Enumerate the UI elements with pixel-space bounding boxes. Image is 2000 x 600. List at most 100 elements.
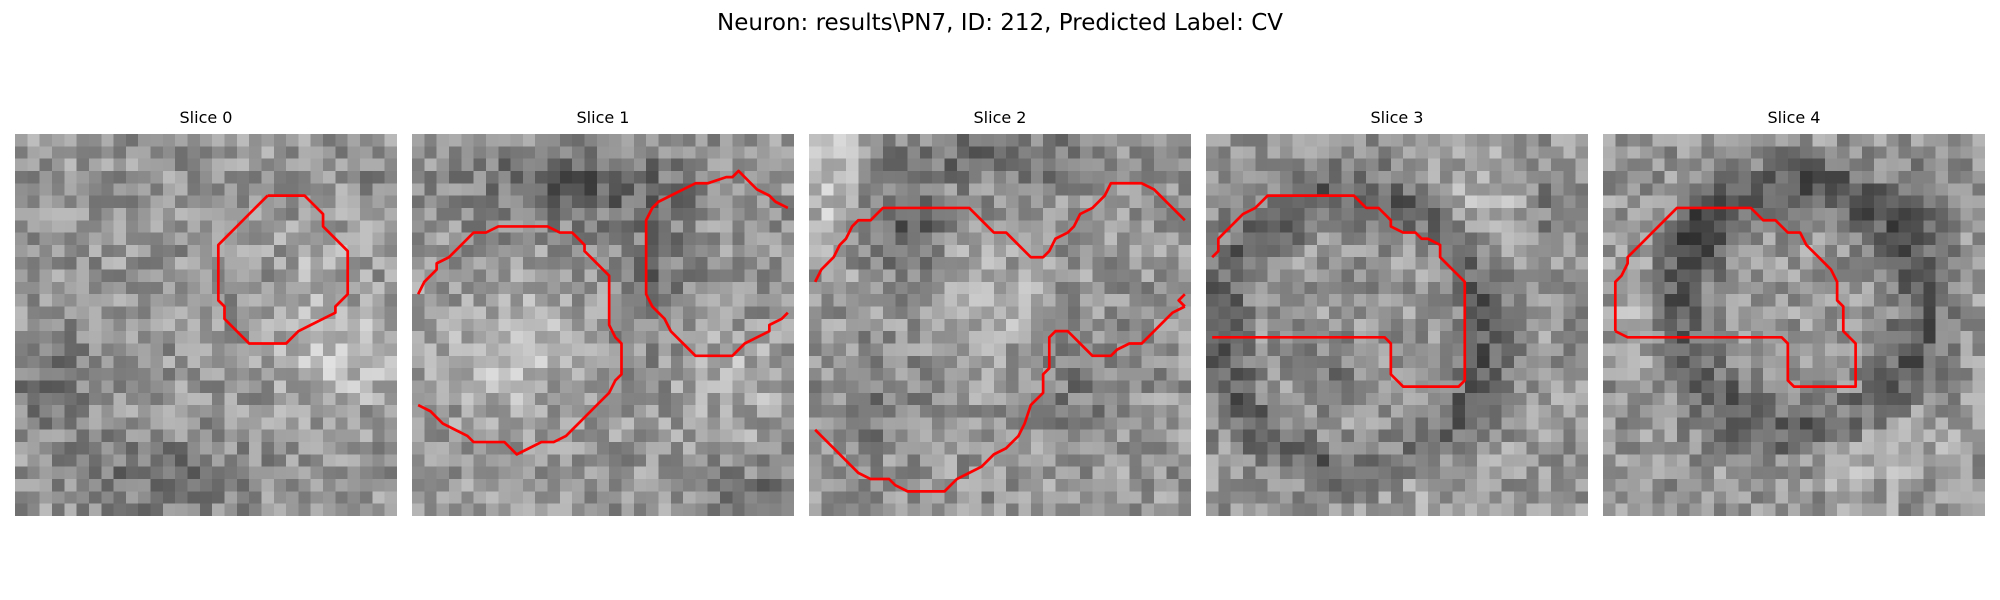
image-pixel <box>809 183 822 196</box>
image-pixel <box>1972 479 1985 492</box>
image-pixel <box>670 417 684 430</box>
image-pixel <box>1329 195 1342 209</box>
image-pixel <box>1043 503 1056 516</box>
image-pixel <box>621 244 635 258</box>
image-pixel <box>1403 207 1416 221</box>
image-pixel <box>436 183 450 196</box>
image-pixel <box>845 503 859 516</box>
image-pixel <box>1230 146 1244 159</box>
image-pixel <box>498 368 511 381</box>
image-pixel <box>1117 417 1130 430</box>
image-pixel <box>1738 503 1752 516</box>
image-pixel <box>1341 355 1355 369</box>
image-pixel <box>833 368 847 381</box>
image-pixel <box>919 306 933 320</box>
image-pixel <box>535 269 548 283</box>
image-pixel <box>1886 491 1899 504</box>
image-pixel <box>1551 454 1564 467</box>
image-pixel <box>1030 442 1044 455</box>
image-pixel <box>695 479 708 492</box>
image-pixel <box>781 503 794 516</box>
image-pixel <box>1141 318 1155 332</box>
image-pixel <box>1874 479 1887 492</box>
image-pixel <box>1726 257 1739 270</box>
image-pixel <box>1129 355 1142 369</box>
image-pixel <box>1676 392 1690 406</box>
image-pixel <box>1292 405 1305 418</box>
image-pixel <box>1948 417 1961 430</box>
image-pixel <box>1067 491 1081 504</box>
image-pixel <box>15 207 28 221</box>
image-pixel <box>1218 318 1231 332</box>
image-pixel <box>882 429 896 443</box>
image-pixel <box>707 417 721 430</box>
image-pixel <box>1104 417 1118 430</box>
image-pixel <box>76 429 90 443</box>
image-pixel <box>1080 232 1093 246</box>
image-pixel <box>1477 343 1490 357</box>
image-pixel <box>1117 405 1130 418</box>
image-pixel <box>1603 479 1616 492</box>
image-pixel <box>212 442 225 455</box>
image-pixel <box>1292 343 1305 357</box>
image-pixel <box>1341 380 1355 394</box>
image-pixel <box>1526 294 1539 307</box>
image-pixel <box>498 343 511 357</box>
image-pixel <box>1923 257 1936 270</box>
image-pixel <box>919 380 933 394</box>
image-pixel <box>956 491 970 504</box>
image-pixel <box>1763 392 1776 406</box>
image-pixel <box>335 466 348 480</box>
image-pixel <box>522 306 536 320</box>
image-pixel <box>15 318 28 332</box>
image-pixel <box>1787 146 1801 159</box>
image-pixel <box>1911 281 1924 295</box>
image-pixel <box>1006 294 1019 307</box>
image-pixel <box>559 343 573 357</box>
image-pixel <box>821 158 834 172</box>
image-pixel <box>707 392 721 406</box>
image-pixel <box>1652 195 1665 209</box>
image-pixel <box>335 281 348 295</box>
image-pixel <box>695 429 708 443</box>
image-pixel <box>372 232 385 246</box>
slice-4-contour-0 <box>1613 206 1857 388</box>
image-pixel <box>310 343 324 357</box>
image-pixel <box>39 220 53 233</box>
image-pixel <box>670 134 684 147</box>
image-pixel <box>347 380 361 394</box>
image-pixel <box>1935 343 1949 357</box>
image-pixel <box>1972 343 1985 357</box>
image-pixel <box>273 503 287 516</box>
image-pixel <box>1255 368 1268 381</box>
image-pixel <box>1092 442 1105 455</box>
image-pixel <box>1018 170 1032 184</box>
image-pixel <box>1255 244 1268 258</box>
image-pixel <box>384 257 397 270</box>
image-pixel <box>1861 466 1875 480</box>
panel-title-slice-2: Slice 2 <box>973 108 1027 127</box>
image-pixel <box>249 368 262 381</box>
image-pixel <box>64 134 77 147</box>
image-pixel <box>1092 318 1105 332</box>
image-pixel <box>1092 207 1105 221</box>
image-pixel <box>1886 207 1899 221</box>
image-pixel <box>1676 294 1690 307</box>
image-pixel <box>1403 479 1416 492</box>
image-pixel <box>969 170 982 184</box>
image-pixel <box>1812 454 1826 467</box>
image-pixel <box>485 405 499 418</box>
image-pixel <box>707 207 721 221</box>
image-pixel <box>448 466 462 480</box>
image-pixel <box>461 318 474 332</box>
image-pixel <box>1292 454 1305 467</box>
image-pixel <box>833 170 847 184</box>
image-pixel <box>1255 269 1268 283</box>
image-pixel <box>175 195 188 209</box>
image-pixel <box>424 417 437 430</box>
image-pixel <box>1551 207 1564 221</box>
image-pixel <box>1514 454 1527 467</box>
image-pixel <box>1255 466 1268 480</box>
image-pixel <box>1849 257 1863 270</box>
image-pixel <box>1080 331 1093 344</box>
